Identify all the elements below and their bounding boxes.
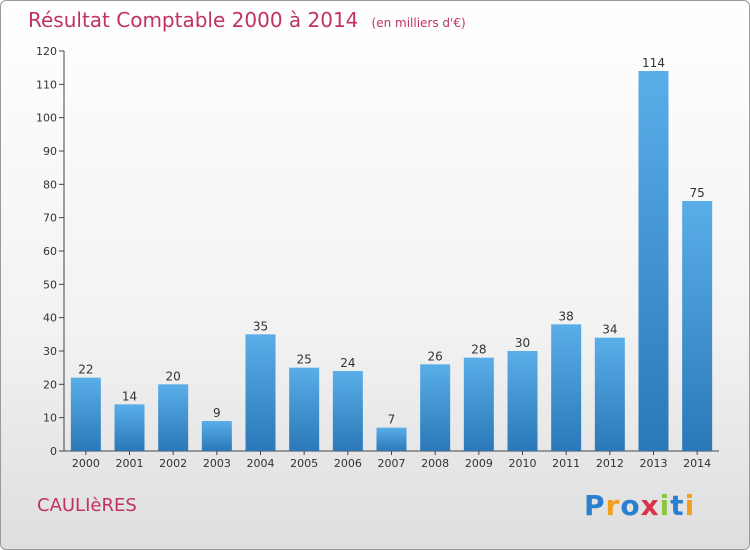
y-tick-label: 70 xyxy=(43,212,57,225)
y-tick-label: 100 xyxy=(36,112,57,125)
y-tick-label: 90 xyxy=(43,145,57,158)
bar xyxy=(201,421,232,451)
data-label: 22 xyxy=(78,363,93,377)
y-tick-label: 110 xyxy=(36,78,57,91)
data-label: 114 xyxy=(642,56,665,70)
bar xyxy=(594,337,625,451)
data-label: 24 xyxy=(340,356,355,370)
data-label: 25 xyxy=(297,353,312,367)
data-label: 38 xyxy=(559,309,574,323)
x-tick-label: 2011 xyxy=(552,457,580,470)
y-tick-label: 20 xyxy=(43,378,57,391)
labels: 2000 22 2001 14 2002 20 2003 9 2004 35 2005 25 2006 2… xyxy=(72,56,711,470)
bar xyxy=(682,201,713,451)
data-label: 28 xyxy=(471,343,486,357)
bar xyxy=(332,371,363,451)
y-tick-label: 120 xyxy=(36,45,57,58)
data-label: 34 xyxy=(602,323,617,337)
chart-title: Résultat Comptable 2000 à 2014 (en milli… xyxy=(28,8,466,32)
x-tick-label: 2002 xyxy=(159,457,187,470)
logo-letter: i xyxy=(684,489,696,522)
x-tick-label: 2005 xyxy=(290,457,318,470)
data-label: 26 xyxy=(428,349,443,363)
logo-letter: t xyxy=(670,489,685,522)
bar xyxy=(289,367,320,451)
x-tick-label: 2010 xyxy=(509,457,537,470)
data-label: 7 xyxy=(388,413,396,427)
logo-letter: x xyxy=(640,489,660,522)
data-label: 20 xyxy=(166,369,181,383)
bar xyxy=(463,357,494,451)
x-tick-label: 2009 xyxy=(465,457,493,470)
y-tick-label: 30 xyxy=(43,345,57,358)
logo-letter: o xyxy=(620,489,641,522)
y-tick-label: 80 xyxy=(43,178,57,191)
y-tick-label: 50 xyxy=(43,278,57,291)
logo-letter: i xyxy=(659,489,671,522)
y-tick-label: 0 xyxy=(50,445,57,458)
data-label: 14 xyxy=(122,389,137,403)
bar xyxy=(507,351,538,451)
proxiti-logo: Proxiti xyxy=(584,489,695,522)
y-tick-label: 40 xyxy=(43,312,57,325)
bar xyxy=(420,364,451,451)
bar xyxy=(114,404,145,451)
data-label: 9 xyxy=(213,406,221,420)
x-tick-label: 2013 xyxy=(640,457,668,470)
bar xyxy=(376,427,407,451)
logo-letter: P xyxy=(584,489,606,522)
x-tick-label: 2004 xyxy=(247,457,275,470)
bar xyxy=(638,71,669,451)
x-tick-label: 2000 xyxy=(72,457,100,470)
logo-letter: r xyxy=(605,489,621,522)
x-tick-label: 2012 xyxy=(596,457,624,470)
data-label: 30 xyxy=(515,336,530,350)
x-tick-label: 2007 xyxy=(378,457,406,470)
bar xyxy=(70,377,101,451)
x-tick-label: 2003 xyxy=(203,457,231,470)
unit-text: (en milliers d'€) xyxy=(371,16,466,30)
x-tick-label: 2014 xyxy=(683,457,711,470)
bar xyxy=(245,334,276,451)
x-tick-label: 2001 xyxy=(116,457,144,470)
data-label: 35 xyxy=(253,319,268,333)
data-label: 75 xyxy=(690,186,705,200)
bars xyxy=(70,71,713,451)
x-tick-label: 2008 xyxy=(421,457,449,470)
x-tick-label: 2006 xyxy=(334,457,362,470)
y-tick-label: 10 xyxy=(43,412,57,425)
bar xyxy=(158,384,189,451)
title-text: Résultat Comptable 2000 à 2014 xyxy=(28,8,359,32)
bar xyxy=(551,324,582,451)
y-tick-label: 60 xyxy=(43,245,57,258)
commune-name: CAULIèRES xyxy=(37,495,137,516)
